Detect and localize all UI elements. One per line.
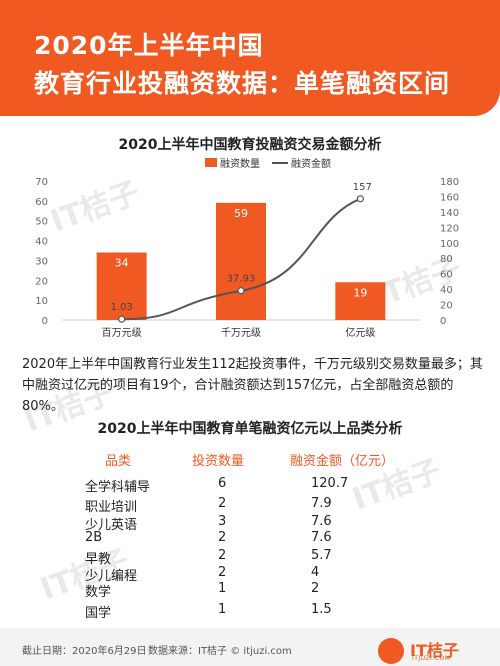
table-cell-category: 少儿编程 (85, 569, 138, 584)
x-category-label: 千万元级 (221, 327, 261, 339)
bar (216, 202, 266, 320)
line-point (356, 195, 364, 203)
table-cell-amount: 2 (311, 581, 320, 596)
y-left-tick-label: 10 (35, 296, 48, 307)
table-header-category: 品类 (105, 454, 132, 469)
y-right-tick-label: 0 (440, 316, 446, 327)
line-data-label: 1.03 (111, 302, 133, 313)
table-cell-category: 少儿英语 (85, 518, 138, 533)
table-cell-count: 2 (218, 565, 227, 580)
table-header-count: 投资数量 (192, 454, 245, 469)
table-header-amount: 融资金额（亿元） (290, 454, 395, 469)
bar-data-label: 34 (115, 256, 129, 269)
table-cell-amount: 7.9 (311, 496, 332, 511)
table-cell-count: 3 (218, 514, 227, 529)
table-cell-amount: 1.5 (311, 602, 332, 617)
line-point (237, 287, 245, 295)
y-left-tick-label: 50 (35, 217, 48, 228)
bar-data-label: 59 (234, 207, 248, 220)
y-right-tick-label: 60 (440, 270, 453, 281)
x-category-label: 亿元级 (345, 326, 375, 339)
x-category-label: 百万元级 (102, 327, 142, 339)
table-cell-amount: 4 (311, 565, 320, 580)
table-cell-category: 职业培训 (85, 500, 138, 515)
data-source: 数据来源：IT桔子 © itjuzi.com (148, 646, 292, 657)
brand-logo: IT桔子 (410, 641, 459, 660)
y-left-tick-label: 40 (35, 237, 48, 248)
y-right-tick-label: 120 (440, 223, 459, 234)
legend-bar-swatch (205, 158, 217, 167)
y-right-tick-label: 160 (440, 192, 459, 203)
table-cell-count: 6 (218, 476, 227, 491)
combo-chart: 0 10 20 30 40 50 60 70 0 20 40 60 80 100 120 140 160 180 融… (35, 157, 459, 339)
bar-data-label: 19 (353, 286, 367, 299)
line-data-label: 37.93 (227, 274, 256, 285)
y-right-tick-label: 80 (440, 254, 453, 265)
y-right-tick-label: 140 (440, 208, 459, 219)
bar (335, 282, 386, 320)
y-right-tick-label: 100 (440, 239, 459, 250)
table-cell-category: 全学科辅导 (85, 480, 151, 495)
legend-line-label: 融资金额 (291, 157, 331, 170)
table-cell-count: 2 (218, 530, 227, 545)
table-cell-amount: 7.6 (311, 514, 332, 529)
table-cell-category: 早教 (85, 552, 112, 567)
header-title-line1: 2020年上半年中国 (34, 31, 264, 60)
y-left-tick-label: 70 (35, 177, 48, 188)
chart-title: 2020上半年中国教育投融资交易金额分析 (118, 137, 382, 153)
table-cell-amount: 120.7 (311, 476, 349, 491)
y-left-tick-label: 60 (35, 197, 48, 208)
bar (96, 252, 147, 320)
brand-logo-url: ITJUZI.COM (412, 655, 451, 662)
table-cell-amount: 7.6 (311, 530, 332, 545)
y-left-tick-label: 0 (42, 316, 48, 327)
table-cell-category: 2B (85, 530, 103, 545)
table-cell-count: 2 (218, 496, 227, 511)
table-cell-amount: 5.7 (311, 548, 332, 563)
y-left-tick-label: 20 (35, 276, 48, 287)
y-right-tick-label: 20 (440, 301, 453, 312)
table-cell-category: 数学 (85, 585, 112, 600)
table-cell-count: 2 (218, 548, 227, 563)
line-data-label: 157 (353, 182, 372, 193)
orange-logo-icon (378, 638, 404, 664)
y-right-tick-label: 180 (440, 177, 459, 188)
line-point (118, 315, 126, 323)
legend-bar-label: 融资数量 (220, 157, 260, 170)
header-title-line2: 教育行业投融资数据：单笔融资区间 (34, 69, 451, 98)
y-right-tick-label: 40 (440, 285, 453, 296)
cutoff-date: 截止日期：2020年6月29日 (22, 646, 147, 657)
footer: 截止日期：2020年6月29日 数据来源：IT桔子 © itjuzi.com I… (0, 628, 500, 666)
table-cell-count: 1 (218, 581, 227, 596)
table-cell-count: 1 (218, 602, 227, 617)
y-left-tick-label: 30 (35, 256, 48, 267)
table-title: 2020上半年中国教育单笔融资亿元以上品类分析 (97, 421, 403, 437)
summary-paragraph: 2020年上半年中国教育行业发生112起投资事件，千万元级别交易数量最多；其中融… (22, 357, 483, 414)
table-cell-category: 国学 (85, 606, 112, 621)
header-banner: 2020年上半年中国 教育行业投融资数据：单笔融资区间 (0, 0, 500, 116)
